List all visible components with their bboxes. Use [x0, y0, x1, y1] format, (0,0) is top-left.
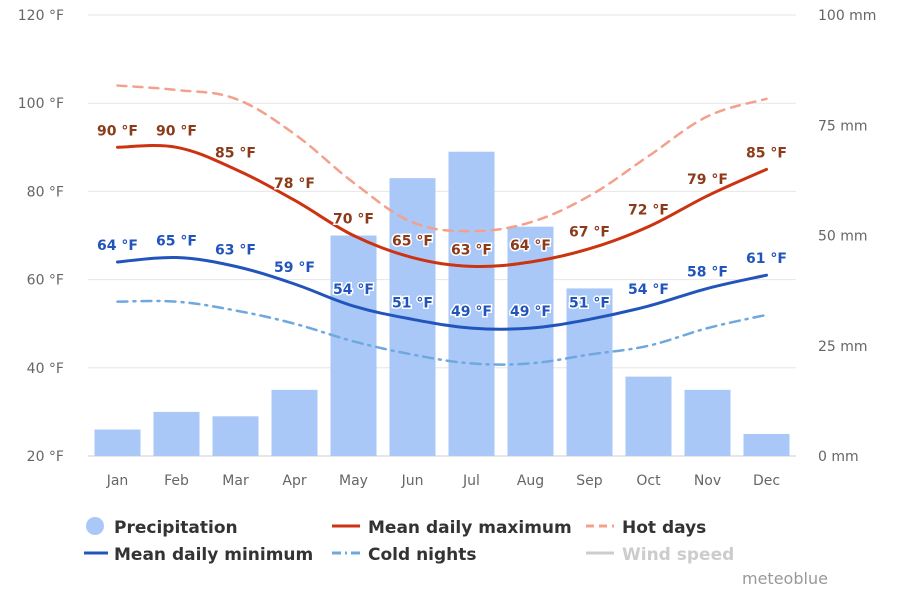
data-label: 64 °F — [97, 238, 138, 254]
left-tick-label: 120 °F — [18, 8, 64, 24]
precipitation-bar — [743, 433, 790, 456]
data-label: 58 °F — [687, 264, 728, 280]
brand-watermark: meteoblue — [742, 569, 828, 588]
legend-label: Cold nights — [368, 545, 477, 565]
right-tick-label: 100 mm — [818, 8, 876, 24]
mean-daily-maximum-line — [116, 144, 768, 269]
data-labels: 90 °F 90 °F 85 °F 78 °F 70 °F 65 °F 63 °F 64 °F… — [96, 122, 789, 322]
data-label: 51 °F — [569, 295, 610, 311]
legend-label: Hot days — [622, 518, 706, 538]
data-label: 78 °F — [274, 176, 315, 192]
left-tick-label: 40 °F — [27, 361, 64, 377]
data-label: 79 °F — [687, 172, 728, 188]
legend-circle-icon — [86, 517, 104, 535]
data-label: 90 °F — [156, 123, 197, 139]
legend-item[interactable]: Wind speed — [586, 545, 734, 565]
data-label: 65 °F — [392, 234, 433, 250]
precipitation-bar — [625, 376, 672, 456]
legend-item[interactable]: Hot days — [586, 518, 706, 538]
data-label: 63 °F — [451, 242, 492, 258]
x-tick-label: Oct — [636, 473, 661, 489]
data-label: 85 °F — [215, 145, 256, 161]
mean-daily-minimum-line — [116, 255, 768, 331]
x-tick-label: Jun — [401, 473, 424, 489]
right-tick-label: 0 mm — [818, 449, 859, 465]
legend[interactable]: Precipitation Mean daily maximum Hot days M… — [84, 517, 734, 565]
data-label: 51 °F — [392, 295, 433, 311]
data-label: 85 °F — [746, 145, 787, 161]
x-tick-label: Jul — [462, 473, 480, 489]
legend-label: Mean daily minimum — [114, 545, 313, 565]
grid-lines — [88, 14, 796, 457]
precipitation-bar — [94, 429, 141, 456]
precipitation-bar — [566, 288, 613, 456]
data-label: 72 °F — [628, 203, 669, 219]
hot-days-line — [116, 84, 768, 233]
data-label: 49 °F — [451, 304, 492, 320]
legend-item[interactable]: Mean daily maximum — [332, 518, 572, 538]
legend-item[interactable]: Mean daily minimum — [84, 545, 313, 565]
x-tick-label: Aug — [517, 473, 544, 489]
cold-nights-line — [116, 299, 768, 366]
legend-item[interactable]: Precipitation — [86, 517, 238, 538]
data-label: 54 °F — [333, 282, 374, 298]
precipitation-bar — [448, 151, 495, 456]
left-tick-label: 20 °F — [27, 449, 64, 465]
right-axis: 0 mm 25 mm 50 mm 75 mm 100 mm — [818, 8, 876, 465]
data-label: 54 °F — [628, 282, 669, 298]
precipitation-bar — [153, 411, 200, 456]
data-label: 61 °F — [746, 251, 787, 267]
x-tick-label: Nov — [694, 473, 721, 489]
temperature-lines — [116, 84, 768, 366]
left-axis: 20 °F 40 °F 60 °F 80 °F 100 °F 120 °F — [18, 8, 64, 465]
data-label: 65 °F — [156, 234, 197, 250]
right-tick-label: 75 mm — [818, 118, 868, 134]
precipitation-bar — [684, 389, 731, 456]
left-tick-label: 100 °F — [18, 96, 64, 112]
legend-label: Wind speed — [622, 545, 734, 565]
legend-label: Mean daily maximum — [368, 518, 572, 538]
data-label: 70 °F — [333, 212, 374, 228]
right-tick-label: 50 mm — [818, 229, 868, 245]
right-tick-label: 25 mm — [818, 339, 868, 355]
x-tick-label: Sep — [576, 473, 603, 489]
left-tick-label: 80 °F — [27, 184, 64, 200]
x-tick-label: Dec — [753, 473, 780, 489]
x-tick-label: Apr — [282, 473, 306, 489]
data-label: 90 °F — [97, 123, 138, 139]
x-tick-label: Feb — [164, 473, 189, 489]
legend-item[interactable]: Cold nights — [332, 545, 477, 565]
x-tick-label: Jan — [106, 473, 129, 489]
data-label: 67 °F — [569, 225, 610, 241]
legend-label: Precipitation — [114, 518, 238, 538]
x-tick-label: Mar — [222, 473, 249, 489]
precipitation-bars — [94, 151, 790, 457]
data-label: 63 °F — [215, 242, 256, 258]
precipitation-bar — [271, 389, 318, 456]
precipitation-bar — [212, 416, 259, 456]
data-label: 64 °F — [510, 238, 551, 254]
data-label: 49 °F — [510, 304, 551, 320]
left-tick-label: 60 °F — [27, 273, 64, 289]
x-axis: Jan Feb Mar Apr May Jun Jul Aug Sep Oct Nov Dec — [106, 473, 780, 489]
data-label: 59 °F — [274, 260, 315, 276]
x-tick-label: May — [339, 473, 368, 489]
